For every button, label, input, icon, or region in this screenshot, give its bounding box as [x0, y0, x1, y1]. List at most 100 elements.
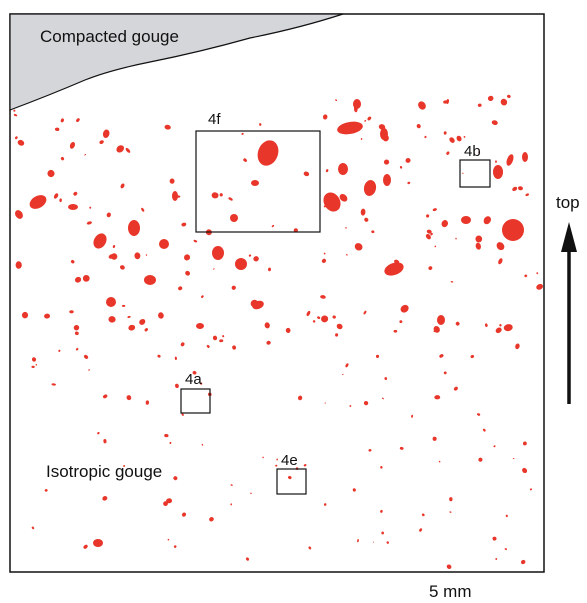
clast: [196, 323, 204, 329]
clast: [323, 192, 341, 212]
clast: [360, 208, 366, 216]
clast: [338, 163, 348, 175]
clast: [108, 254, 115, 259]
box-4b-label: 4b: [464, 143, 481, 160]
clast: [306, 310, 311, 317]
clast: [328, 200, 331, 203]
clast: [15, 261, 22, 269]
clast: [443, 100, 448, 104]
clast: [493, 445, 496, 448]
clast: [108, 316, 116, 323]
clast: [164, 433, 169, 438]
clast: [44, 313, 51, 319]
clast: [303, 171, 310, 177]
clast: [496, 242, 505, 251]
clast: [378, 124, 386, 130]
box-4b: [459, 159, 491, 188]
clast: [54, 127, 60, 131]
clast: [245, 557, 250, 561]
clast: [499, 324, 502, 327]
clast: [158, 312, 164, 319]
clast: [47, 169, 55, 178]
clast: [159, 239, 169, 249]
clast: [345, 363, 349, 368]
clast: [200, 382, 203, 385]
clast: [498, 258, 503, 265]
clast: [173, 545, 177, 548]
clast: [201, 443, 204, 446]
clast: [121, 304, 126, 307]
clast: [73, 325, 80, 331]
clast: [505, 514, 508, 518]
clast: [193, 239, 198, 243]
clast: [477, 413, 481, 416]
clast: [478, 151, 481, 154]
clast: [325, 169, 329, 173]
top-arrow-head: [561, 222, 577, 252]
clast: [384, 377, 388, 381]
clast: [512, 458, 515, 459]
clast: [484, 323, 488, 328]
clast: [434, 395, 441, 400]
clast: [250, 299, 258, 307]
clast: [123, 465, 126, 467]
clast: [250, 492, 252, 495]
clast: [303, 464, 307, 467]
clast: [232, 345, 236, 350]
clast: [134, 252, 141, 260]
clast: [141, 207, 145, 212]
clast: [271, 224, 275, 228]
clast: [82, 274, 90, 282]
clast: [317, 316, 321, 320]
clast: [446, 151, 450, 155]
clast: [380, 509, 383, 513]
clast: [453, 386, 458, 391]
clast: [128, 324, 136, 331]
clast: [174, 356, 177, 360]
clast: [345, 227, 347, 229]
clast: [478, 457, 483, 462]
clast: [235, 258, 247, 270]
clast: [352, 488, 356, 492]
clast: [76, 118, 80, 122]
isotropic-gouge-label: Isotropic gouge: [46, 462, 162, 481]
clast: [426, 214, 430, 218]
clast: [371, 230, 375, 234]
clast: [175, 383, 179, 389]
clast: [262, 149, 266, 153]
clast: [384, 262, 404, 276]
clast: [495, 160, 497, 163]
clast: [192, 370, 197, 375]
clast: [477, 103, 482, 107]
clast: [449, 497, 453, 502]
clast: [383, 159, 390, 165]
clast: [17, 139, 25, 146]
clast: [206, 344, 210, 348]
clast: [523, 441, 527, 446]
clast: [44, 489, 48, 492]
clast: [522, 467, 528, 474]
clast: [201, 295, 204, 298]
clast: [144, 328, 148, 332]
clast: [102, 496, 108, 501]
clast: [475, 235, 483, 243]
clast: [69, 141, 76, 149]
clast: [169, 441, 172, 445]
clast: [507, 94, 511, 99]
clast: [475, 242, 481, 250]
clast: [381, 531, 384, 535]
clast: [230, 484, 233, 486]
clast: [400, 304, 409, 313]
clast: [127, 315, 131, 319]
clast: [180, 342, 185, 347]
clast: [211, 192, 219, 199]
clast: [126, 395, 132, 401]
clast: [102, 394, 108, 399]
clast: [492, 536, 497, 541]
clast: [97, 431, 100, 435]
clast: [176, 195, 181, 198]
clast: [86, 221, 92, 225]
clast: [524, 274, 528, 278]
clast: [433, 330, 436, 333]
